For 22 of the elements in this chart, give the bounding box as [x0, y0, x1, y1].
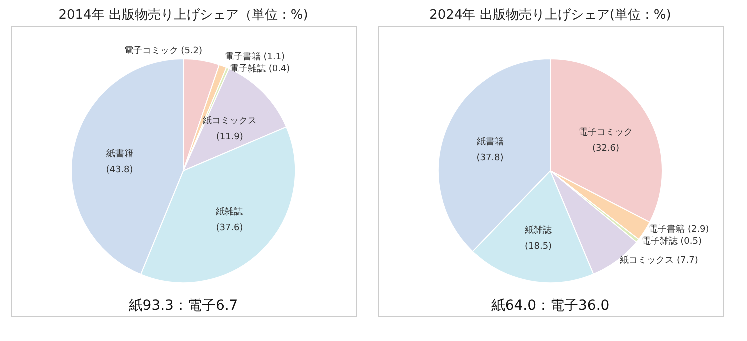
- slice-label: 電子コミック: [578, 127, 633, 138]
- slice-label: 電子雑誌 (0.4): [230, 64, 290, 75]
- slice-label: 電子雑誌 (0.5): [642, 236, 702, 247]
- text: 紙64.0：電子36.0: [491, 298, 610, 314]
- data-label: (11.9): [216, 132, 244, 142]
- chart-title: 2014年 出版物売り上げシェア（単位：%): [58, 8, 308, 23]
- slice-label: 電子コミック (5.2): [124, 46, 203, 57]
- data-label: (43.8): [106, 165, 134, 176]
- slice-label: 紙書籍: [106, 148, 134, 160]
- text: 紙93.3：電子6.7: [128, 298, 238, 314]
- data-label: (18.5): [524, 242, 552, 252]
- slice-label: 紙コミックス (7.7): [620, 255, 698, 266]
- chart-title: 2024年 出版物売り上げシェア(単位：%): [430, 8, 672, 23]
- slice-label: 電子書籍 (1.1): [224, 52, 286, 63]
- data-label: (32.6): [592, 144, 620, 154]
- slice-label: 紙コミックス: [202, 116, 257, 126]
- slice-label: 紙書籍: [476, 136, 504, 148]
- data-label: (37.8): [476, 154, 504, 164]
- slice-label: 電子書籍 (2.9): [649, 224, 710, 235]
- slice-label: 紙雑誌: [525, 224, 552, 236]
- data-label: (37.6): [216, 224, 244, 234]
- slice-label: 紙雑誌: [216, 206, 244, 218]
